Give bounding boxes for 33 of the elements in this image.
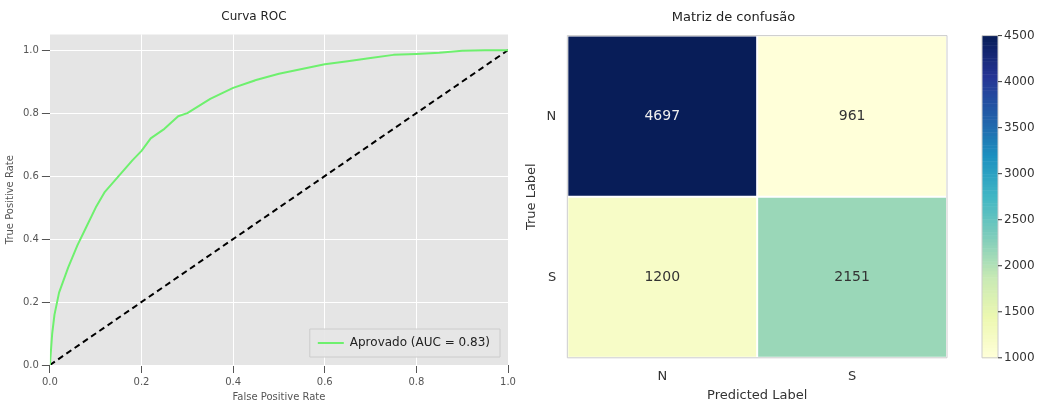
color-bar-label: 2000 [1004,257,1035,272]
x-tick-label: 0.6 [316,375,333,387]
y-tick-label: 0.2 [23,295,39,307]
color-bar-label: 3500 [1004,119,1035,134]
color-bar-label: 4000 [1004,73,1035,88]
x-tick-label: 0.4 [225,375,242,387]
color-bar-label: 1500 [1004,303,1035,318]
x-tick-label: N [657,367,668,383]
chart-title: Curva ROC [221,9,287,24]
y-tick-label: 0.6 [23,169,39,181]
color-bar-label: 1000 [1004,349,1035,364]
x-tick-label: 0.0 [41,375,58,387]
data-label: 961 [838,106,866,123]
data-label: 2151 [834,267,870,284]
y-tick-label: 0.8 [23,106,39,118]
color-bar-label: 3000 [1004,165,1035,180]
chart-title: Matriz de confusão [671,9,796,25]
data-label: 4697 [644,106,681,123]
x-axis-title: False Positive Rate [232,390,326,402]
legend-label: Aprovado (AUC = 0.83) [349,335,490,350]
y-tick-label: 0.0 [23,358,39,370]
color-bar-label: 2500 [1004,211,1035,226]
y-axis-title: True Label [523,163,539,232]
y-axis-title: True Positive Rate [3,155,15,246]
y-tick-label: 1.0 [23,43,39,55]
data-label: 1200 [644,267,681,284]
x-tick-label: S [847,367,857,383]
x-tick-label: 1.0 [500,375,516,387]
color-bar-label: 4500 [1004,27,1035,42]
x-tick-label: 0.8 [408,375,425,387]
x-axis-title: Predicted Label [707,386,808,402]
y-tick-label: 0.4 [23,232,39,244]
x-tick-label: 0.2 [133,375,150,387]
